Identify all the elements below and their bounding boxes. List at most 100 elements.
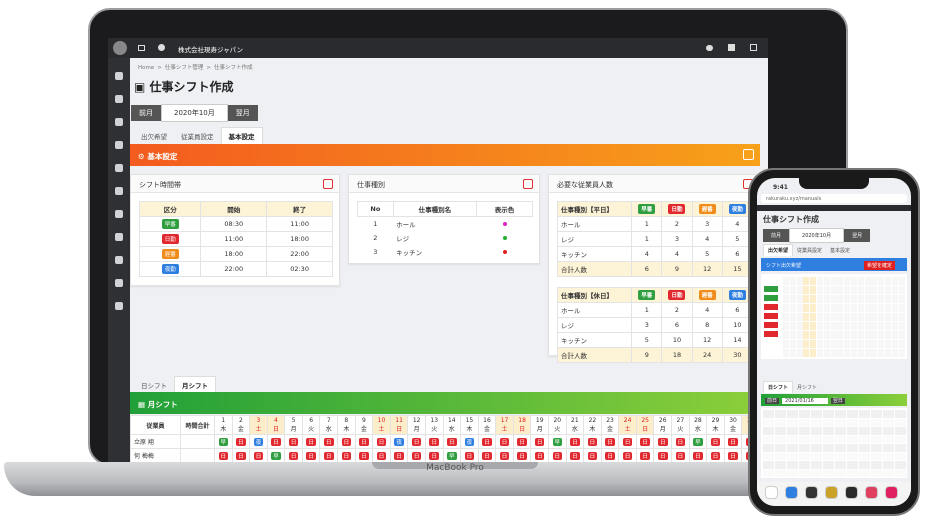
prev-day[interactable]: 前日	[765, 398, 780, 404]
shift-badge[interactable]: 日	[675, 437, 686, 446]
menu-icon[interactable]	[138, 45, 145, 51]
app-icon[interactable]	[845, 486, 858, 499]
shift-badge[interactable]: 日	[218, 451, 229, 460]
shift-badge[interactable]: 日	[482, 437, 492, 446]
shift-badge[interactable]: 日	[359, 437, 369, 446]
shift-badge[interactable]: 日	[587, 437, 598, 446]
shift-badge[interactable]: 日	[341, 437, 352, 446]
shift-badge[interactable]: 早	[552, 437, 563, 446]
tab[interactable]: 出欠希望	[763, 244, 794, 256]
expand-button[interactable]	[743, 149, 754, 160]
shift-badge[interactable]: 日	[605, 451, 615, 460]
sidebar-icon[interactable]	[115, 95, 123, 103]
shift-badge[interactable]: 日	[710, 437, 721, 446]
app-icon[interactable]	[865, 486, 878, 499]
shift-badge[interactable]: 日	[570, 451, 580, 460]
shift-badge[interactable]: 日	[482, 451, 492, 460]
sidebar-icon[interactable]	[115, 279, 123, 287]
shift-badge[interactable]: 日	[376, 451, 387, 460]
shift-badge[interactable]: 日	[306, 451, 316, 460]
shift-badge[interactable]: 日	[693, 451, 703, 460]
shift-badge[interactable]: 日	[447, 437, 457, 446]
sidebar-icon[interactable]	[115, 210, 123, 218]
shift-badge[interactable]: 早	[218, 437, 229, 446]
tab[interactable]: 月シフト	[797, 385, 818, 391]
shift-badge[interactable]: 日	[657, 451, 668, 460]
shift-badge[interactable]: 日	[236, 451, 246, 460]
shift-badge[interactable]: 日	[657, 437, 668, 446]
shift-badge[interactable]: 夜	[464, 437, 475, 446]
app-icon[interactable]	[885, 486, 898, 499]
shift-badge[interactable]: 日	[640, 451, 650, 460]
shift-badge[interactable]: 日	[236, 437, 246, 446]
crumb[interactable]: 仕事シフト管理	[164, 65, 204, 71]
sidebar-icon[interactable]	[115, 118, 123, 126]
shift-badge[interactable]: 夜	[253, 437, 264, 446]
shift-badge[interactable]: 日	[376, 437, 387, 446]
sidebar-icon[interactable]	[115, 302, 123, 310]
chat-icon[interactable]	[706, 45, 713, 51]
app-icon[interactable]	[805, 486, 818, 499]
shift-badge[interactable]: 夜	[394, 437, 404, 446]
app-icon[interactable]	[765, 486, 778, 499]
shift-badge[interactable]: 日	[552, 451, 563, 460]
shift-badge[interactable]: 日	[288, 451, 299, 460]
next-button[interactable]: 翌月	[844, 229, 871, 242]
shift-badge[interactable]: 日	[728, 437, 738, 446]
shift-badge[interactable]: 日	[341, 451, 352, 460]
confirm-button[interactable]: 希望を確定	[863, 261, 895, 270]
app-icon[interactable]	[825, 486, 838, 499]
tab[interactable]: 従業員設定	[181, 133, 214, 141]
tab[interactable]: 基本設定	[830, 248, 851, 254]
shift-badge[interactable]: 日	[499, 451, 510, 460]
shift-badge[interactable]: 日	[675, 451, 686, 460]
prev-button[interactable]: 前月	[131, 105, 161, 121]
date-field[interactable]: 2021/01/16	[782, 398, 828, 404]
shift-badge[interactable]: 日	[429, 451, 439, 460]
tab[interactable]: 基本設定	[220, 127, 263, 144]
back-icon[interactable]	[158, 44, 165, 51]
crumb[interactable]: Home	[138, 65, 155, 71]
home-icon[interactable]	[728, 44, 735, 51]
shift-badge[interactable]: 日	[517, 437, 527, 446]
shift-badge[interactable]: 日	[534, 451, 545, 460]
sidebar-icon[interactable]	[115, 164, 123, 172]
shift-badge[interactable]: 日	[288, 437, 299, 446]
shift-badge[interactable]: 日	[622, 437, 633, 446]
shift-badge[interactable]: 日	[411, 451, 422, 460]
shift-badge[interactable]: 日	[306, 437, 316, 446]
shift-badge[interactable]: 日	[464, 451, 475, 460]
shift-badge[interactable]: 日	[411, 437, 422, 446]
shift-badge[interactable]: 日	[359, 451, 369, 460]
sidebar-icon[interactable]	[115, 72, 123, 80]
shift-badge[interactable]: 早	[693, 437, 703, 446]
shift-badge[interactable]: 日	[499, 437, 510, 446]
tab[interactable]: 日シフト	[141, 382, 167, 390]
next-day[interactable]: 翌日	[830, 398, 845, 404]
shift-badge[interactable]: 日	[605, 437, 615, 446]
app-icon[interactable]	[785, 486, 798, 499]
shift-badge[interactable]: 日	[710, 451, 721, 460]
sidebar-icon[interactable]	[115, 233, 123, 241]
shift-badge[interactable]: 日	[253, 451, 264, 460]
shift-badge[interactable]: 日	[271, 437, 281, 446]
settings-button[interactable]	[523, 179, 533, 189]
shift-badge[interactable]: 日	[587, 451, 598, 460]
shift-badge[interactable]: 日	[570, 437, 580, 446]
tab[interactable]: 出欠希望	[141, 133, 167, 141]
tab[interactable]: 日シフト	[763, 381, 794, 393]
shift-badge[interactable]: 日	[728, 451, 738, 460]
tab[interactable]: 月シフト	[174, 376, 216, 393]
shift-badge[interactable]: 日	[534, 437, 545, 446]
shift-badge[interactable]: 日	[394, 451, 404, 460]
sidebar-icon[interactable]	[115, 141, 123, 149]
shift-badge[interactable]: 早	[271, 451, 281, 460]
shift-badge[interactable]: 日	[517, 451, 527, 460]
settings-button[interactable]	[323, 179, 333, 189]
logout-icon[interactable]	[750, 44, 757, 51]
prev-button[interactable]: 前月	[763, 229, 790, 242]
url-bar[interactable]: rakuraku.xyz/manuals	[761, 194, 907, 203]
shift-badge[interactable]: 日	[324, 437, 334, 446]
tab[interactable]: 従業員設定	[797, 248, 823, 254]
shift-badge[interactable]: 日	[622, 451, 633, 460]
